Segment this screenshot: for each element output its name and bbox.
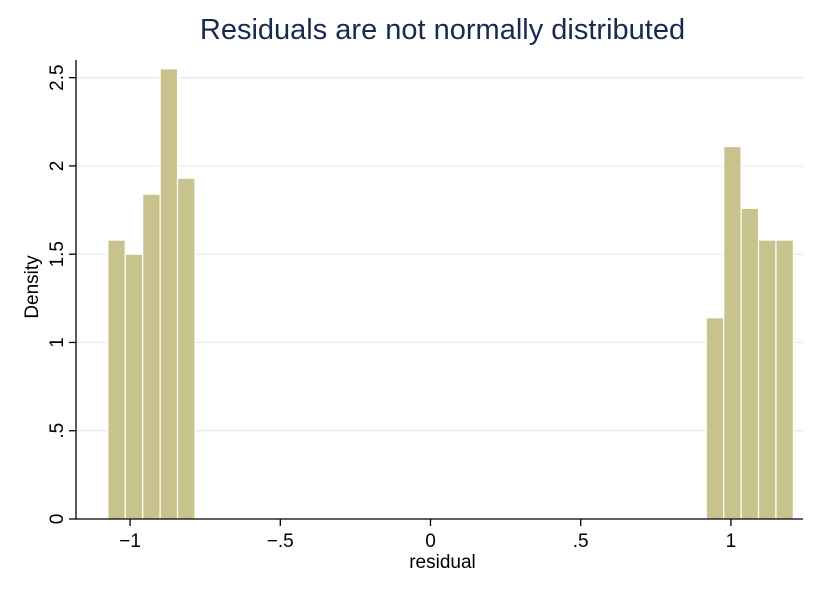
- histogram-bar: [757, 239, 777, 520]
- y-tick-label: .5: [47, 423, 68, 439]
- chart-title: Residuals are not normally distributed: [199, 14, 686, 46]
- histogram-bar: [142, 193, 161, 520]
- histogram-bar: [723, 145, 742, 520]
- x-tick-label: .5: [573, 531, 589, 552]
- y-axis-label: Density: [22, 255, 43, 319]
- y-tick-label: 2.5: [47, 64, 68, 90]
- histogram-bar: [124, 253, 144, 520]
- y-tick-label: 1: [47, 337, 68, 348]
- x-tick-label: −1: [119, 531, 141, 552]
- x-tick-label: −.5: [267, 531, 294, 552]
- histogram-bar: [775, 239, 794, 520]
- histogram-bar: [176, 177, 196, 520]
- x-tick-label: 1: [726, 531, 737, 552]
- histogram-bar: [740, 207, 760, 520]
- histogram-bar: [107, 239, 126, 520]
- histogram-bar: [159, 68, 179, 520]
- y-tick-label: 2: [47, 161, 68, 172]
- x-tick-label: 0: [425, 531, 436, 552]
- y-tick-label: 0: [47, 514, 68, 525]
- histogram-bar: [705, 317, 725, 520]
- y-tick-label: 1.5: [47, 241, 68, 267]
- x-axis-label: residual: [409, 552, 476, 573]
